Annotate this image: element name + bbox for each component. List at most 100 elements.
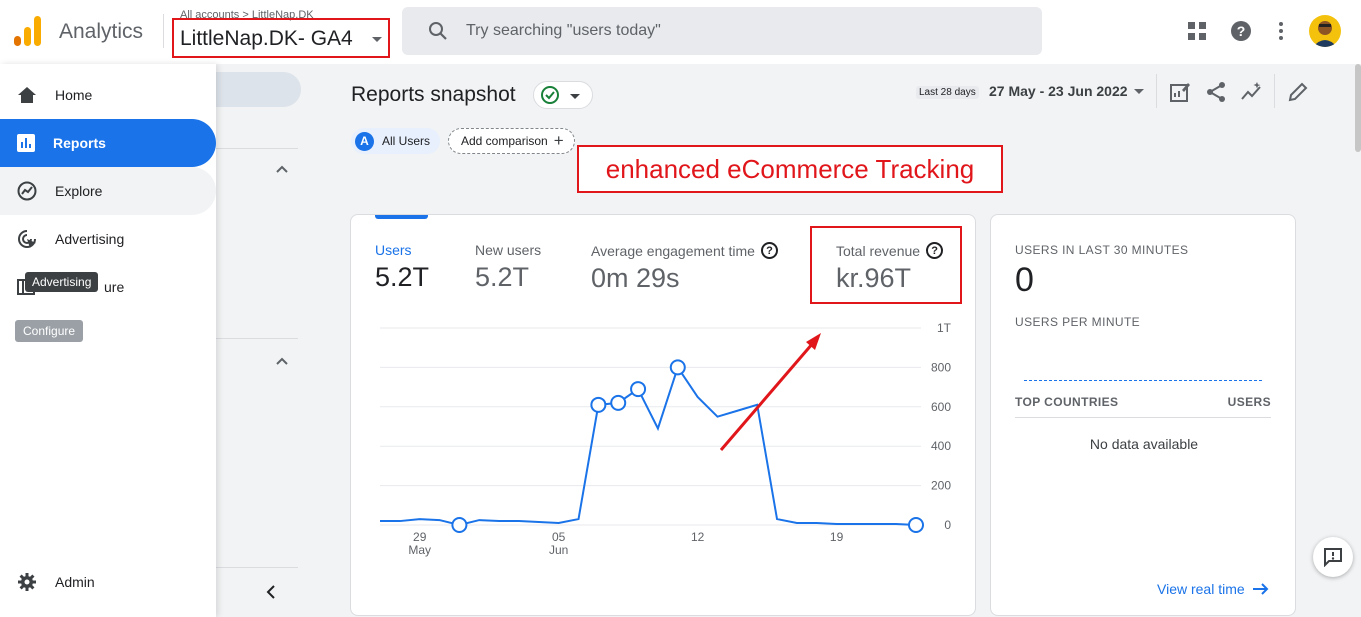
y-tick-label: 400	[931, 439, 951, 453]
no-data-message: No data available	[1089, 436, 1199, 452]
data-point-marker	[590, 396, 607, 413]
metric-tab-total-revenue[interactable]: Total revenue? kr.96T	[836, 242, 944, 294]
nav-item-label: Advertising	[55, 231, 125, 247]
help-icon[interactable]: ?	[926, 242, 944, 259]
nav-item-explore[interactable]: Explore	[0, 167, 216, 215]
metric-tab-new-users[interactable]: New users 5.2T	[475, 242, 541, 293]
divider	[216, 338, 298, 339]
search-bar[interactable]: Try searching "users today"	[402, 7, 1042, 55]
data-point-marker	[610, 394, 627, 411]
nav-item-reports[interactable]: Reports	[0, 119, 216, 167]
y-tick-label: 200	[931, 479, 951, 493]
date-range-label: Last 28 days	[916, 86, 979, 99]
scrollbar[interactable]	[1355, 64, 1361, 152]
home-icon	[18, 87, 36, 103]
advertising-icon	[18, 230, 36, 248]
nav-item-configure[interactable]: ure	[0, 263, 216, 311]
nav-item-label: Admin	[55, 574, 95, 590]
users-column-label: USERS	[1227, 395, 1271, 409]
chevron-up-icon[interactable]	[276, 165, 288, 173]
more-vert-icon[interactable]	[1269, 19, 1293, 43]
metric-label: Average engagement time	[591, 242, 755, 259]
top-countries-header: TOP COUNTRIES USERS	[1015, 395, 1271, 418]
metric-value: 5.2T	[475, 262, 530, 292]
nav-item-label: Explore	[55, 183, 103, 199]
property-selector[interactable]: LittleNap.DK- GA4	[180, 27, 353, 50]
date-range-picker[interactable]: 27 May - 23 Jun 2022	[989, 83, 1128, 99]
x-tick-sublabel: May	[408, 543, 431, 557]
avatar[interactable]	[1309, 15, 1341, 47]
feedback-icon	[1324, 548, 1342, 567]
nav-item-advertising[interactable]: Advertising	[0, 215, 216, 263]
search-icon	[429, 22, 447, 40]
divider	[1156, 74, 1157, 108]
view-real-time-label: View real time	[1157, 581, 1245, 597]
comparison-chip-label: All Users	[382, 134, 431, 148]
revenue-highlight	[810, 226, 962, 304]
status-dropdown[interactable]	[533, 81, 593, 109]
chevron-left-icon[interactable]	[266, 584, 276, 600]
add-comparison-button[interactable]: Add comparison +	[448, 128, 575, 154]
active-tab-indicator	[375, 215, 428, 219]
reports-icon	[17, 134, 35, 152]
metric-tab-engagement-time[interactable]: Average engagement time? 0m 29s	[591, 242, 778, 294]
help-icon[interactable]: ?	[760, 242, 778, 259]
metric-label: Total revenue	[836, 242, 921, 259]
data-point-marker	[669, 359, 686, 376]
add-comparison-label: Add comparison	[461, 134, 548, 148]
x-tick-label: 19	[830, 530, 844, 544]
app-name: Analytics	[59, 20, 144, 43]
svg-text:?: ?	[1237, 23, 1246, 39]
share-icon[interactable]	[1204, 80, 1228, 104]
nav-item-home[interactable]: Home	[0, 71, 216, 119]
x-tick-label: 05	[552, 530, 566, 544]
caret-down-icon	[570, 94, 580, 99]
tooltip: Advertising	[25, 272, 99, 292]
apps-grid-icon[interactable]	[1185, 19, 1209, 43]
navigation-drawer: Home Reports Explore Advertising ure Adv…	[0, 64, 216, 617]
series-line-users	[380, 365, 917, 527]
insights-icon[interactable]	[1240, 80, 1264, 104]
nav-item-label: Home	[55, 87, 93, 103]
caret-down-icon[interactable]	[372, 37, 382, 42]
metric-label-row: Average engagement time?	[591, 242, 778, 259]
overview-card: Users 5.2T New users 5.2T Average engage…	[350, 214, 976, 616]
feedback-button[interactable]	[1313, 537, 1353, 577]
main-content: Reports snapshot Last 28 days 27 May - 2…	[216, 64, 1361, 617]
metric-value: 5.2T	[375, 262, 430, 292]
y-tick-label: 1T	[937, 321, 952, 335]
y-tick-label: 800	[931, 360, 951, 374]
users-per-minute-label: USERS PER MINUTE	[1015, 315, 1141, 329]
edit-pencil-icon[interactable]	[1286, 80, 1310, 104]
annotation-arrowhead	[806, 333, 821, 350]
x-tick-sublabel: Jun	[549, 543, 568, 557]
caret-down-icon[interactable]	[1134, 89, 1144, 94]
view-real-time-link[interactable]: View real time	[1157, 581, 1269, 597]
help-icon[interactable]: ?	[1229, 19, 1253, 43]
comparison-letter-badge: A	[355, 131, 374, 151]
chevron-up-icon[interactable]	[276, 357, 288, 365]
divider	[216, 567, 298, 568]
arrow-right-icon	[1252, 583, 1269, 595]
metric-value: 0m 29s	[591, 263, 680, 293]
users-last-30-min-value: 0	[1015, 261, 1034, 299]
page-title: Reports snapshot	[351, 83, 516, 106]
check-circle-icon	[541, 86, 559, 104]
customize-report-icon[interactable]	[1168, 80, 1192, 104]
top-countries-label: TOP COUNTRIES	[1015, 395, 1119, 409]
y-tick-label: 0	[944, 518, 951, 532]
divider	[216, 148, 298, 149]
annotation-arrow	[719, 342, 815, 451]
nav-rail-highlight	[216, 72, 301, 107]
comparison-chip-all-users[interactable]: A All Users	[351, 128, 441, 154]
gear-icon	[18, 573, 36, 591]
metric-value: kr.96T	[836, 263, 912, 293]
metric-label: New users	[475, 242, 542, 258]
realtime-card: USERS IN LAST 30 MINUTES 0 USERS PER MIN…	[990, 214, 1296, 616]
nav-item-admin[interactable]: Admin	[0, 558, 216, 606]
metric-label: Users	[375, 242, 412, 258]
metric-tab-users[interactable]: Users 5.2T	[375, 242, 429, 293]
x-tick-label: 12	[691, 530, 705, 544]
nav-item-label: Reports	[53, 135, 106, 151]
y-tick-label: 600	[931, 400, 951, 414]
